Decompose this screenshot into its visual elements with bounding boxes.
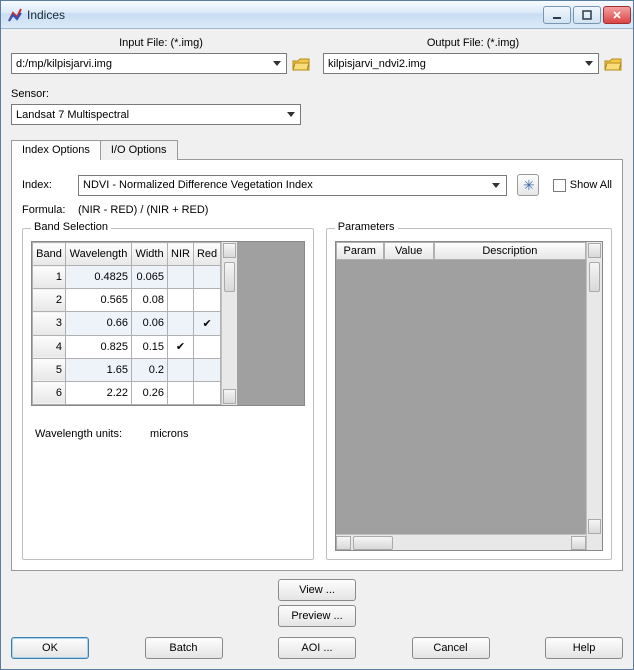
- wavelength-units-label: Wavelength units:: [35, 428, 122, 440]
- col-value[interactable]: Value: [384, 242, 434, 260]
- chevron-down-icon: [283, 106, 298, 123]
- table-row[interactable]: 40.8250.15✔: [33, 335, 221, 358]
- show-all-checkbox[interactable]: [553, 179, 566, 192]
- band-selection-title: Band Selection: [31, 221, 111, 233]
- col-width[interactable]: Width: [132, 243, 168, 266]
- col-wavelength[interactable]: Wavelength: [66, 243, 132, 266]
- parameters-group: Parameters Param Value Description: [326, 228, 612, 560]
- sensor-label: Sensor:: [11, 88, 623, 100]
- chevron-down-icon: [269, 55, 284, 72]
- minimize-button[interactable]: [543, 6, 571, 24]
- preview-button[interactable]: Preview ...: [278, 605, 356, 627]
- table-row[interactable]: 30.660.06✔: [33, 312, 221, 335]
- formula-label: Formula:: [22, 204, 68, 216]
- band-table[interactable]: Band Wavelength Width NIR Red 10.48250.0…: [31, 241, 305, 406]
- chevron-down-icon: [489, 177, 504, 194]
- parameters-table[interactable]: Param Value Description: [335, 241, 603, 551]
- input-file-browse-button[interactable]: [291, 54, 311, 74]
- output-file-value: kilpisjarvi_ndvi2.img: [328, 58, 581, 70]
- sensor-combo[interactable]: Landsat 7 Multispectral: [11, 104, 301, 125]
- ok-button[interactable]: OK: [11, 637, 89, 659]
- params-vscrollbar[interactable]: [586, 242, 602, 550]
- col-nir[interactable]: NIR: [168, 243, 194, 266]
- col-red[interactable]: Red: [193, 243, 220, 266]
- band-selection-group: Band Selection Band Wavelength Width NIR…: [22, 228, 314, 560]
- col-description[interactable]: Description: [434, 242, 586, 260]
- table-row[interactable]: 10.48250.065: [33, 266, 221, 289]
- tab-panel-index-options: Index: NDVI - Normalized Difference Vege…: [11, 159, 623, 571]
- favorite-button[interactable]: ✳: [517, 174, 539, 196]
- output-file-browse-button[interactable]: [603, 54, 623, 74]
- tab-io-options[interactable]: I/O Options: [100, 140, 178, 160]
- show-all-label: Show All: [570, 179, 612, 191]
- close-button[interactable]: [603, 6, 631, 24]
- cancel-button[interactable]: Cancel: [412, 637, 490, 659]
- table-header-row: Band Wavelength Width NIR Red: [33, 243, 221, 266]
- col-param[interactable]: Param: [336, 242, 384, 260]
- input-file-combo[interactable]: d:/mp/kilpisjarvi.img: [11, 53, 287, 74]
- indices-dialog: Indices Input File: (*.img) d:/mp/kilpis…: [0, 0, 634, 670]
- wavelength-units-value: microns: [150, 428, 189, 440]
- window-title: Indices: [27, 8, 543, 22]
- maximize-button[interactable]: [573, 6, 601, 24]
- input-file-value: d:/mp/kilpisjarvi.img: [16, 58, 269, 70]
- titlebar[interactable]: Indices: [1, 1, 633, 29]
- chevron-down-icon: [581, 55, 596, 72]
- col-band[interactable]: Band: [33, 243, 66, 266]
- index-value: NDVI - Normalized Difference Vegetation …: [83, 179, 489, 191]
- svg-text:✳: ✳: [523, 178, 535, 192]
- index-label: Index:: [22, 179, 68, 191]
- formula-value: (NIR - RED) / (NIR + RED): [78, 204, 208, 216]
- input-file-label: Input File: (*.img): [11, 37, 311, 49]
- table-row[interactable]: 62.220.26: [33, 381, 221, 404]
- band-scrollbar[interactable]: [221, 242, 237, 405]
- help-button[interactable]: Help: [545, 637, 623, 659]
- parameters-title: Parameters: [335, 221, 398, 233]
- output-file-combo[interactable]: kilpisjarvi_ndvi2.img: [323, 53, 599, 74]
- aoi-button[interactable]: AOI ...: [278, 637, 356, 659]
- table-row[interactable]: 20.5650.08: [33, 289, 221, 312]
- output-file-label: Output File: (*.img): [323, 37, 623, 49]
- table-row[interactable]: 51.650.2: [33, 358, 221, 381]
- app-icon: [7, 7, 23, 23]
- params-hscrollbar[interactable]: [336, 534, 586, 550]
- index-combo[interactable]: NDVI - Normalized Difference Vegetation …: [78, 175, 507, 196]
- view-button[interactable]: View ...: [278, 579, 356, 601]
- batch-button[interactable]: Batch: [145, 637, 223, 659]
- tab-index-options[interactable]: Index Options: [11, 140, 101, 160]
- sensor-value: Landsat 7 Multispectral: [16, 109, 283, 121]
